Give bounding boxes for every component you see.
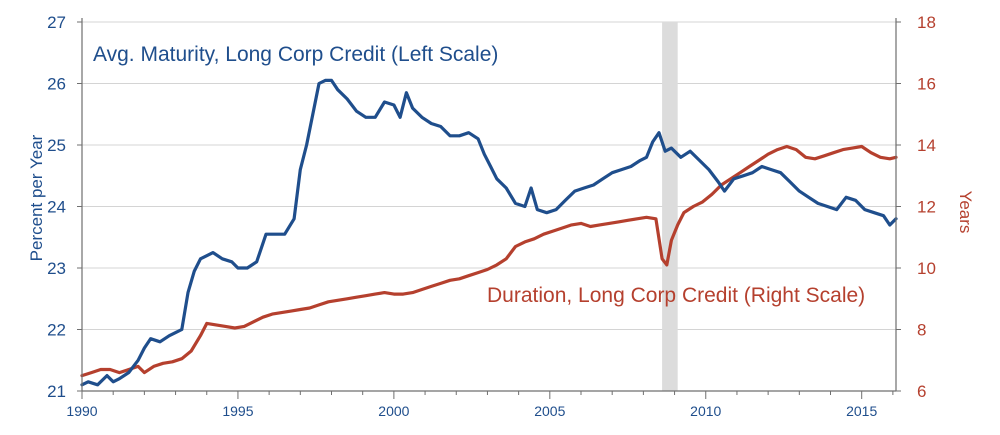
right-tick-label: 16 <box>917 75 936 94</box>
right-tick-label: 18 <box>917 13 936 32</box>
left-tick-label: 26 <box>47 75 66 94</box>
left-tick-label: 27 <box>47 13 66 32</box>
duration-series-line <box>80 144 898 378</box>
x-axis-ticks: 1990 1995 2000 2005 2010 2015 <box>66 403 877 419</box>
left-axis-ticks: 21 22 23 24 25 26 27 <box>47 13 66 401</box>
left-tick-label: 24 <box>47 198 66 217</box>
right-tick-label: 10 <box>917 259 936 278</box>
x-tick-label: 2010 <box>690 403 721 419</box>
left-tick-label: 25 <box>47 136 66 155</box>
duration-series-label: Duration, Long Corp Credit (Right Scale) <box>487 284 865 307</box>
recession-band-layer <box>662 22 678 391</box>
left-axis-title: Percent per Year <box>27 134 46 261</box>
right-tick-label: 8 <box>917 321 926 340</box>
right-tick-label: 12 <box>917 198 936 217</box>
right-axis-ticks: 6 8 10 12 14 16 18 <box>917 13 936 401</box>
x-tick-label: 1995 <box>222 403 253 419</box>
left-tick-label: 22 <box>47 321 66 340</box>
right-axis-title: Years <box>956 191 975 234</box>
maturity-series-label: Avg. Maturity, Long Corp Credit (Left Sc… <box>93 43 498 66</box>
x-tick-label: 2005 <box>534 403 565 419</box>
x-tick-label: 2000 <box>378 403 409 419</box>
maturity-series-line <box>80 78 898 387</box>
x-tick-label: 2015 <box>846 403 877 419</box>
left-tick-label: 21 <box>47 382 66 401</box>
recession-band <box>662 22 678 391</box>
right-tick-label: 6 <box>917 382 926 401</box>
right-tick-label: 14 <box>917 136 936 155</box>
series-lines <box>80 78 898 387</box>
axes <box>77 18 901 399</box>
x-tick-label: 1990 <box>66 403 97 419</box>
left-tick-label: 23 <box>47 259 66 278</box>
